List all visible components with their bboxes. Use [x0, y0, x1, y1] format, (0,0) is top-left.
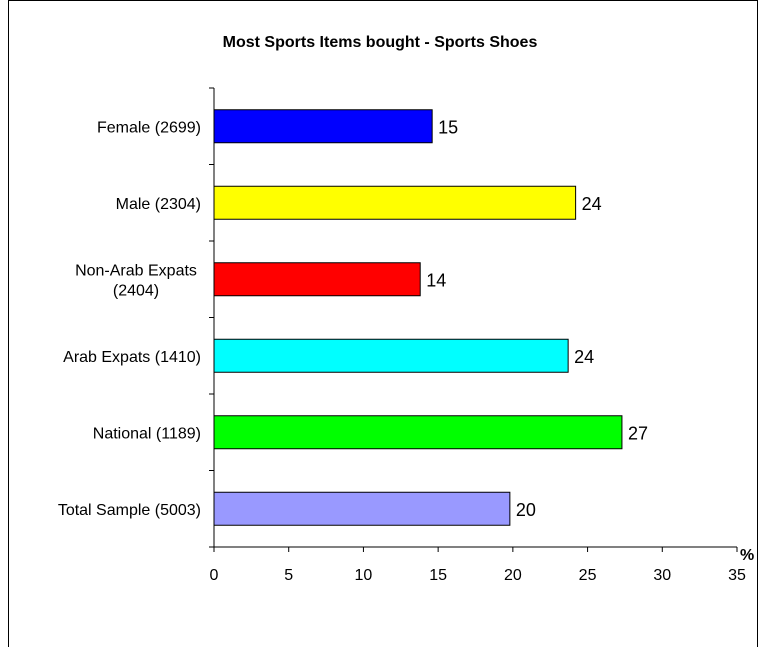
category-label: Male (2304) — [116, 196, 201, 213]
x-tick-label: 5 — [284, 567, 293, 584]
category-label: Arab Expats (1410) — [63, 349, 201, 366]
x-tick-label: 10 — [355, 567, 373, 584]
bar — [213, 338, 569, 373]
chart-title: Most Sports Items bought - Sports Shoes — [222, 34, 538, 51]
category-label: Non-Arab Expats — [75, 262, 197, 279]
x-tick-label: 0 — [210, 567, 219, 584]
data-label: 14 — [426, 270, 446, 290]
x-tick-label: 20 — [504, 567, 522, 584]
category-label: National (1189) — [93, 425, 201, 442]
bar — [213, 185, 577, 220]
data-label: 24 — [582, 194, 602, 214]
data-label: 27 — [628, 423, 648, 443]
data-label: 15 — [438, 117, 458, 137]
x-tick-label: 25 — [579, 567, 597, 584]
bar — [213, 109, 433, 144]
x-tick-label: 30 — [653, 567, 671, 584]
category-label: Female (2699) — [97, 119, 201, 136]
x-tick-label: 15 — [429, 567, 447, 584]
category-label: (2404) — [113, 282, 159, 299]
data-label: 24 — [574, 347, 594, 367]
bar — [213, 262, 421, 297]
x-axis-label: % — [740, 547, 754, 564]
bar — [213, 491, 511, 526]
bar — [213, 415, 623, 450]
data-label: 20 — [516, 500, 536, 520]
category-label: Total Sample (5003) — [58, 502, 201, 519]
x-tick-label: 35 — [728, 567, 746, 584]
chart-frame — [8, 0, 758, 647]
